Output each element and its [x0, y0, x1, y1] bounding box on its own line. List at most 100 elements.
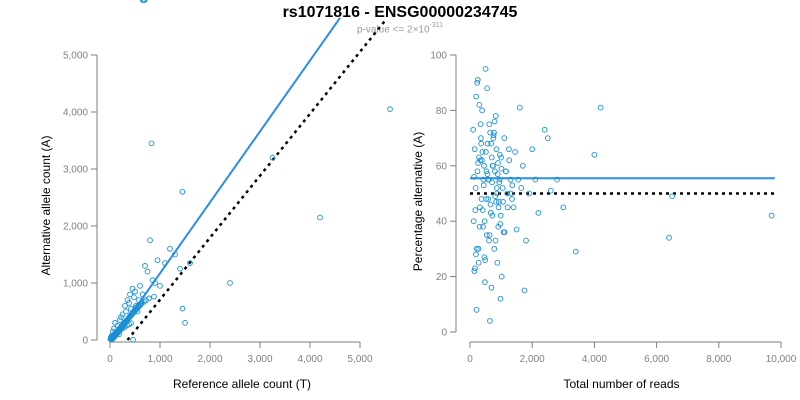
- data-point: [506, 157, 513, 164]
- data-point: [488, 154, 495, 161]
- data-point: [139, 291, 146, 298]
- data-point: [126, 300, 132, 306]
- x-tick-label: 8,000: [706, 354, 731, 365]
- data-point: [499, 185, 506, 191]
- data-point: [560, 204, 567, 211]
- data-point: [476, 102, 483, 108]
- chart-title: rs1071816 - ENSG00000234745: [282, 4, 518, 21]
- data-point: [526, 190, 532, 197]
- data-point: [471, 174, 477, 180]
- data-point: [496, 176, 503, 183]
- data-point: [495, 223, 502, 230]
- data-point: [488, 140, 494, 147]
- data-point: [532, 176, 539, 183]
- p-value-text: p-value <= 2×10: [356, 24, 430, 36]
- data-point: [179, 188, 186, 195]
- data-point: [498, 154, 504, 161]
- data-point: [477, 204, 483, 211]
- data-point: [518, 185, 525, 191]
- data-point: [117, 317, 123, 323]
- data-point: [509, 182, 516, 189]
- data-point: [177, 265, 183, 272]
- data-point: [591, 151, 598, 158]
- data-point: [521, 287, 528, 294]
- data-point: [123, 308, 129, 315]
- data-point: [127, 291, 133, 298]
- data-point: [506, 146, 512, 153]
- data-point: [495, 160, 501, 166]
- data-point: [501, 229, 508, 236]
- data-point: [504, 190, 511, 197]
- data-point: [480, 223, 486, 230]
- data-point: [485, 196, 492, 202]
- data-point: [473, 246, 480, 252]
- y-tick-label: 80: [436, 106, 448, 117]
- data-point: [475, 259, 482, 266]
- data-point: [535, 210, 542, 216]
- data-point: [669, 193, 676, 200]
- data-point: [481, 162, 487, 169]
- data-point: [119, 311, 126, 318]
- y-tick-label: 60: [436, 161, 448, 172]
- data-point: [495, 204, 502, 211]
- x-tick-label: 5,000: [347, 354, 372, 365]
- chart-subtitle: p-value <= 2×10-311: [0, 22, 800, 36]
- y-tick-label: 4,000: [63, 108, 88, 119]
- data-point: [492, 237, 499, 244]
- data-point: [496, 198, 502, 205]
- x-tick-label: 4,000: [297, 354, 322, 365]
- data-point: [489, 212, 496, 219]
- y-tick-label: 3,000: [63, 165, 88, 176]
- data-point: [486, 237, 492, 244]
- data-point: [483, 149, 489, 155]
- data-point: [493, 198, 499, 205]
- data-point: [478, 135, 484, 141]
- x-tick-label: 3,000: [247, 354, 272, 365]
- y-tick-label: 100: [430, 51, 447, 62]
- data-point: [504, 204, 511, 211]
- data-point: [496, 179, 503, 186]
- y-tick-label: 0: [441, 328, 447, 339]
- data-point: [141, 0, 148, 3]
- data-point: [474, 168, 481, 175]
- x-tick-label: 10,000: [766, 354, 797, 365]
- data-point: [487, 210, 494, 216]
- data-point: [473, 93, 480, 100]
- y-tick-label: 2,000: [63, 222, 88, 233]
- data-point: [515, 176, 522, 183]
- data-point: [118, 314, 124, 321]
- data-point: [474, 79, 481, 86]
- data-point: [490, 162, 496, 169]
- data-point: [470, 218, 477, 225]
- data-point: [179, 305, 186, 312]
- data-point: [488, 284, 495, 291]
- data-point: [494, 259, 501, 266]
- y-tick-label: 0: [82, 336, 88, 347]
- data-point: [482, 279, 488, 285]
- data-point: [132, 288, 138, 295]
- data-point: [476, 154, 482, 161]
- data-point: [152, 280, 158, 286]
- data-point: [481, 254, 488, 261]
- data-point: [490, 135, 497, 141]
- data-point: [131, 294, 137, 301]
- data-point: [137, 283, 143, 289]
- data-point: [513, 226, 520, 233]
- y-tick-label: 20: [436, 272, 448, 283]
- data-point: [478, 196, 485, 202]
- data-point: [501, 135, 508, 141]
- data-point: [493, 185, 500, 191]
- data-point: [482, 257, 489, 263]
- data-point: [497, 151, 503, 158]
- data-point: [481, 218, 488, 225]
- data-point: [128, 320, 134, 327]
- data-point: [154, 257, 161, 264]
- data-point: [269, 154, 276, 161]
- data-point: [512, 149, 518, 155]
- x-tick-label: 4,000: [582, 354, 607, 365]
- data-point: [503, 168, 509, 175]
- data-point: [470, 126, 476, 133]
- data-point: [317, 214, 323, 221]
- data-point: [476, 223, 483, 230]
